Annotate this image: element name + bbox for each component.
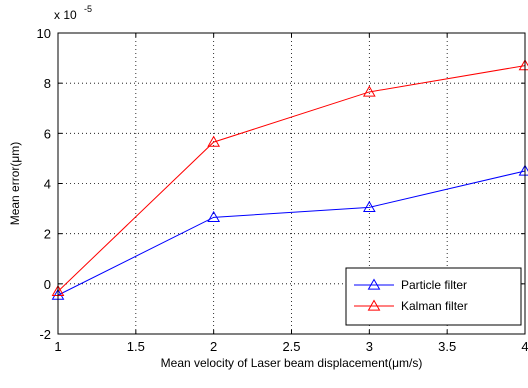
y-tick-label: 6 [44, 126, 51, 141]
x-tick-label: 3.5 [438, 339, 456, 354]
x-tick-label: 2 [210, 339, 217, 354]
x-tick-label: 2.5 [282, 339, 300, 354]
y-tick-label: 4 [44, 177, 51, 192]
legend: Particle filter Kalman filter [345, 267, 522, 326]
legend-box [345, 267, 522, 326]
data-point-triangle [362, 85, 376, 97]
y-tick-label: 2 [44, 227, 51, 242]
data-point-triangle [362, 200, 376, 212]
data-point-triangle [207, 210, 221, 222]
data-point-triangle [207, 135, 221, 147]
x-tick-label: 4 [521, 339, 528, 354]
y-tick-label: 10 [37, 26, 51, 41]
legend-entry: Kalman filter [354, 299, 468, 313]
x-tick-label: 3 [366, 339, 373, 354]
legend-label: Particle filter [401, 278, 467, 292]
axis-ticks: 1 1.5 2 2.5 3 3.5 4 -2 0 2 4 6 8 10 [37, 26, 528, 354]
y-axis-label: Mean error(μm) [8, 142, 22, 226]
legend-label: Kalman filter [401, 299, 468, 313]
x-axis-label: Mean velocity of Laser beam displacement… [161, 356, 423, 370]
y-tick-label: -2 [39, 327, 51, 342]
y-tick-label: 0 [44, 277, 51, 292]
x-tick-label: 1.5 [127, 339, 145, 354]
legend-entry: Particle filter [354, 278, 467, 292]
y-scale-factor: x 10 [54, 8, 77, 22]
series-line [57, 170, 526, 296]
legend-marker-triangle [367, 299, 381, 311]
y-scale-exponent: -5 [84, 4, 92, 14]
series-line [57, 65, 526, 292]
legend-marker-triangle [367, 278, 381, 290]
y-tick-label: 8 [44, 76, 51, 91]
x-tick-label: 1 [54, 339, 61, 354]
